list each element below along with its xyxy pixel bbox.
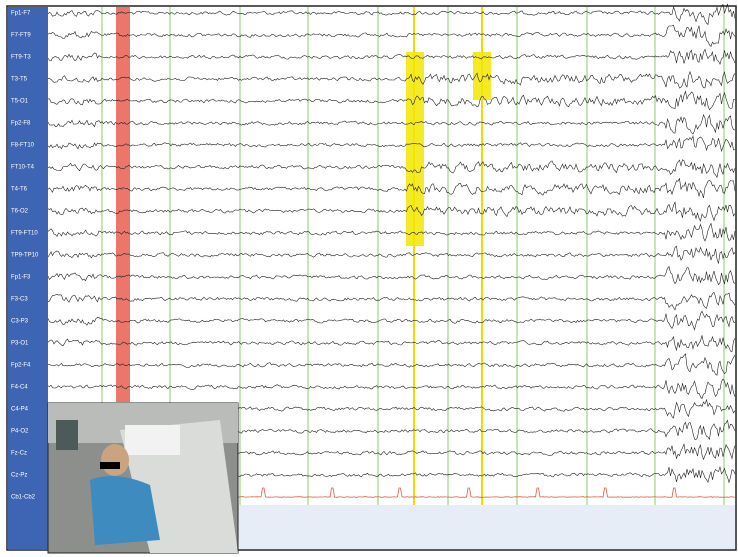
channel-label: Fz-Cz [11,451,27,457]
eeg-screen: Fp1-F7 F7-FT9 FT9-T3 T3-T5 T5-O1 Fp2-F8 F8-FT1… [0,0,738,557]
channel-label: P3-O1 [11,341,29,347]
censor-bar [100,462,120,469]
channel-label: F3-C3 [11,297,28,303]
channel-label: Cz-Pz [11,473,27,479]
channel-label: T6-O2 [11,209,29,215]
channel-label: Fp1-F3 [11,275,31,281]
channel-label: T3-T5 [11,77,28,83]
channel-label: FT9-FT10 [11,231,38,237]
channel-label: T5-O1 [11,99,29,105]
channel-label: F4-C4 [11,385,28,391]
artifact-highlight [116,7,130,402]
channel-label: P4-O2 [11,429,29,435]
channel-label: F8-FT10 [11,143,35,149]
seizure-highlight [406,52,424,246]
channel-label: FT10-T4 [11,165,35,171]
channel-label: F7-FT9 [11,33,31,39]
channel-label: Fp2-F8 [11,121,31,127]
channel-label: C4-P4 [11,407,29,413]
head [101,444,129,476]
pillow [125,425,180,455]
video-inset [48,403,238,553]
channel-label: FT9-T3 [11,55,31,61]
monitor [56,420,78,450]
channel-label: T4-T6 [11,187,28,193]
person [90,476,160,545]
channel-label: C3-P3 [11,319,29,325]
channel-label: Fp2-F4 [11,363,31,369]
channel-label: Cb1-Cb2 [11,495,36,501]
channel-label: TP9-TP10 [11,253,39,259]
channel-label: Fp1-F7 [11,11,31,17]
